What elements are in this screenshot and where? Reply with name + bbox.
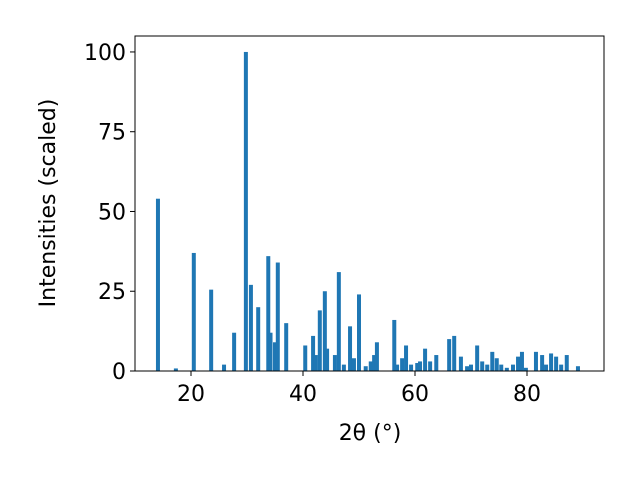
- x-tick-label: 60: [401, 382, 429, 407]
- y-tick-label: 75: [98, 121, 126, 146]
- bar: [191, 252, 196, 371]
- bar: [273, 342, 277, 371]
- bar: [469, 364, 473, 371]
- bar: [341, 364, 346, 371]
- bar: [423, 348, 428, 371]
- bar: [266, 256, 271, 371]
- bar: [404, 345, 409, 371]
- bar: [256, 307, 261, 371]
- bar: [155, 198, 160, 371]
- bar: [409, 364, 414, 371]
- bar: [268, 332, 273, 371]
- bar: [575, 366, 580, 371]
- bar: [485, 364, 490, 371]
- bar: [275, 262, 280, 371]
- bar: [494, 358, 499, 371]
- bar: [322, 291, 327, 371]
- bar: [549, 353, 554, 371]
- bar: [533, 351, 538, 371]
- bar: [540, 355, 545, 371]
- bar: [363, 366, 368, 371]
- bar: [400, 358, 405, 371]
- bar: [490, 351, 495, 371]
- bar: [511, 364, 515, 371]
- bar: [248, 284, 253, 371]
- bar: [452, 335, 457, 371]
- bar: [332, 355, 337, 371]
- bar: [434, 355, 439, 371]
- bar: [504, 367, 509, 371]
- bar: [284, 323, 289, 371]
- y-tick-label: 100: [84, 41, 126, 66]
- bar: [243, 51, 248, 371]
- bar: [374, 342, 379, 371]
- bar: [475, 345, 480, 371]
- bar: [428, 361, 433, 371]
- bar: [516, 356, 521, 371]
- bar: [554, 356, 559, 371]
- x-tick-label: 40: [289, 382, 317, 407]
- bar: [523, 367, 528, 371]
- bar: [209, 289, 214, 371]
- bar: [415, 363, 420, 371]
- x-tick-label: 20: [177, 382, 205, 407]
- bar: [544, 364, 549, 371]
- bar: [564, 355, 569, 371]
- bar: [317, 310, 322, 371]
- bar: [392, 319, 397, 371]
- bar: [311, 335, 316, 371]
- bar: [458, 356, 463, 371]
- x-tick-label: 80: [513, 382, 541, 407]
- bar: [232, 332, 237, 371]
- bar: [372, 355, 377, 371]
- bar: [313, 355, 318, 371]
- y-tick-label: 25: [98, 280, 126, 305]
- y-axis-label: Intensities (scaled): [36, 99, 61, 308]
- bar: [222, 364, 227, 371]
- bar: [519, 351, 524, 371]
- bar: [368, 361, 373, 371]
- x-axis-label: 2θ (°): [339, 421, 402, 446]
- plot-frame: [134, 35, 605, 372]
- y-tick-label: 50: [98, 200, 126, 225]
- bar: [325, 348, 330, 371]
- bar: [465, 366, 470, 371]
- bar: [336, 272, 341, 371]
- bar: [351, 358, 356, 371]
- bar: [357, 294, 361, 371]
- bar: [173, 368, 178, 371]
- bar: [480, 361, 485, 371]
- y-tick-label: 0: [112, 360, 126, 385]
- bar: [395, 364, 400, 371]
- bar: [559, 364, 564, 371]
- bar: [348, 326, 353, 371]
- bar: [447, 339, 452, 371]
- bar: [303, 345, 308, 371]
- bar: [499, 364, 504, 371]
- bar: [418, 361, 423, 371]
